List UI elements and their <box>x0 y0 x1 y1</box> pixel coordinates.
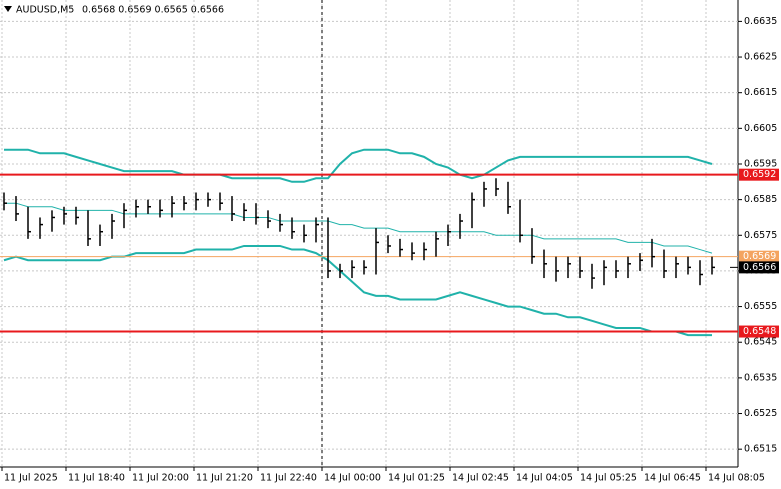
y-tick-label: 0.6605 <box>744 123 777 134</box>
y-tick-label: 0.6625 <box>744 52 777 63</box>
last-price-box <box>739 261 779 274</box>
level-price-box <box>739 168 779 181</box>
x-tick-label: 14 Jul 05:25 <box>580 473 637 484</box>
x-tick-label: 14 Jul 08:05 <box>708 473 765 484</box>
y-tick-label: 0.6585 <box>744 194 777 205</box>
x-tick-label: 14 Jul 06:45 <box>644 473 701 484</box>
header-prices: 0.6568 0.6569 0.6565 0.6566 <box>82 5 224 16</box>
y-tick-label: 0.6615 <box>744 87 777 98</box>
level-price-label: 0.6548 <box>743 326 776 337</box>
x-tick-label: 11 Jul 22:40 <box>260 473 317 484</box>
x-tick-label: 14 Jul 00:00 <box>324 473 381 484</box>
x-tick-label: 11 Jul 18:40 <box>68 473 125 484</box>
y-tick-label: 0.6525 <box>744 408 777 419</box>
chart-title: AUDUSD,M5 <box>16 5 74 16</box>
level-price-box <box>739 250 779 263</box>
x-tick-label: 11 Jul 21:20 <box>196 473 253 484</box>
y-tick-label: 0.6635 <box>744 16 777 27</box>
y-tick-label: 0.6545 <box>744 337 777 348</box>
x-tick-label: 14 Jul 01:25 <box>388 473 445 484</box>
y-tick-label: 0.6515 <box>744 444 777 455</box>
last-price-label: 0.6566 <box>743 262 776 273</box>
level-price-box <box>739 325 779 338</box>
y-tick-label: 0.6575 <box>744 230 777 241</box>
level-price-label: 0.6592 <box>743 169 776 180</box>
menu-arrow[interactable] <box>4 6 12 12</box>
band-middle <box>4 202 713 254</box>
band-upper <box>4 148 713 183</box>
x-tick-label: 14 Jul 02:45 <box>452 473 509 484</box>
x-tick-label: 11 Jul 20:00 <box>132 473 189 484</box>
y-tick-label: 0.6555 <box>744 301 777 312</box>
y-tick-label: 0.6535 <box>744 372 777 383</box>
level-price-label: 0.6569 <box>743 251 776 262</box>
y-tick-label: 0.6595 <box>744 158 777 169</box>
x-tick-label: 14 Jul 04:05 <box>516 473 573 484</box>
x-tick-label: 11 Jul 2025 <box>4 473 58 484</box>
